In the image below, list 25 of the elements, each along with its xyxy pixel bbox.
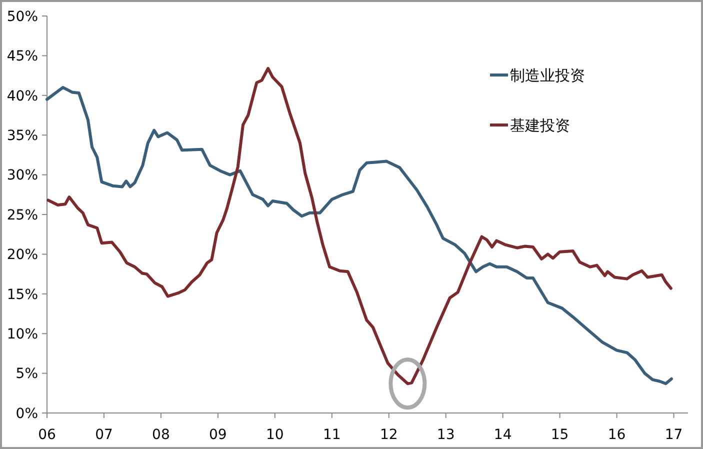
x-tick-label: 10 [266,427,284,443]
y-tick-label: 15% [6,286,38,303]
y-tick-label: 50% [6,8,38,25]
y-tick-label: 30% [6,168,38,184]
x-tick-label: 15 [550,427,569,443]
y-tick-label: 40% [6,88,38,104]
x-tick-label: 13 [436,427,455,443]
legend-label: 基建投资 [510,116,570,134]
x-tick-label: 17 [664,427,683,443]
x-tick-label: 08 [152,427,170,443]
y-tick-label: 35% [6,128,38,144]
y-tick-label: 0% [16,406,38,422]
x-tick-label: 12 [380,427,398,443]
y-tick-label: 25% [6,207,38,224]
y-tick-label: 45% [6,48,38,65]
y-tick-label: 10% [6,326,38,342]
legend-label: 制造业投资 [510,66,585,84]
x-tick-label: 07 [95,427,113,443]
x-tick-label: 11 [322,427,341,443]
x-tick-label: 06 [38,427,56,443]
x-tick-label: 16 [608,427,626,443]
x-tick-label: 09 [209,427,227,443]
y-tick-label: 20% [6,247,38,264]
y-tick-label: 5% [16,366,38,382]
x-tick-label: 14 [494,427,512,443]
